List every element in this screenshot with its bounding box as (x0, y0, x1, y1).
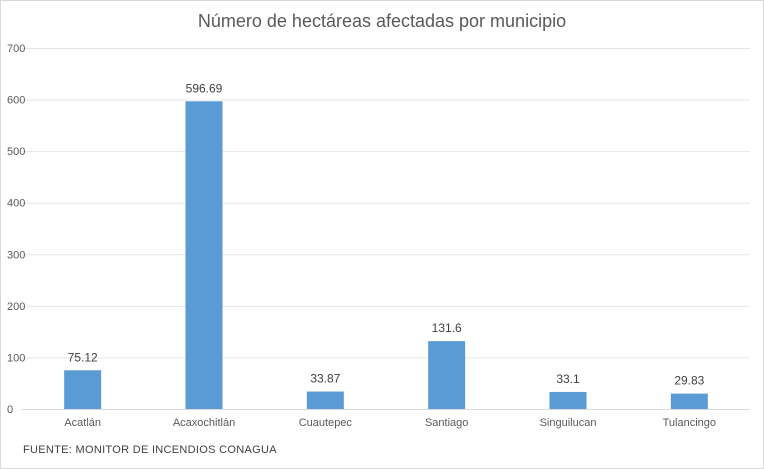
bar (549, 391, 587, 409)
bar (306, 391, 344, 409)
y-tick-label: 400 (7, 198, 25, 210)
y-tick-label: 200 (7, 301, 25, 313)
data-label: 29.83 (674, 374, 704, 388)
bar (64, 370, 102, 409)
data-label: 75.12 (68, 350, 98, 364)
y-tick-label: 100 (7, 352, 25, 364)
data-label: 33.87 (310, 372, 340, 386)
category-label: Singuilucan (540, 417, 597, 429)
category-label: Tulancingo (663, 417, 716, 429)
data-label: 131.6 (432, 321, 462, 335)
category-label: Acaxochitlán (173, 417, 235, 429)
data-label: 33.1 (556, 372, 580, 386)
y-tick-label: 500 (7, 146, 25, 158)
category-label: Santiago (425, 417, 468, 429)
y-tick-label: 0 (7, 404, 13, 416)
bar (185, 101, 223, 409)
bar (428, 341, 466, 409)
category-label: Cuautepec (299, 417, 353, 429)
bar (670, 393, 708, 409)
y-tick-label: 300 (7, 249, 25, 261)
y-tick-label: 600 (7, 95, 25, 107)
category-label: Acatlán (64, 417, 101, 429)
y-tick-label: 700 (7, 43, 25, 55)
source-note: FUENTE: MONITOR DE INCENDIOS CONAGUA (23, 444, 277, 456)
chart-title: Número de hectáreas afectadas por munici… (197, 11, 567, 31)
data-label: 596.69 (186, 81, 223, 95)
